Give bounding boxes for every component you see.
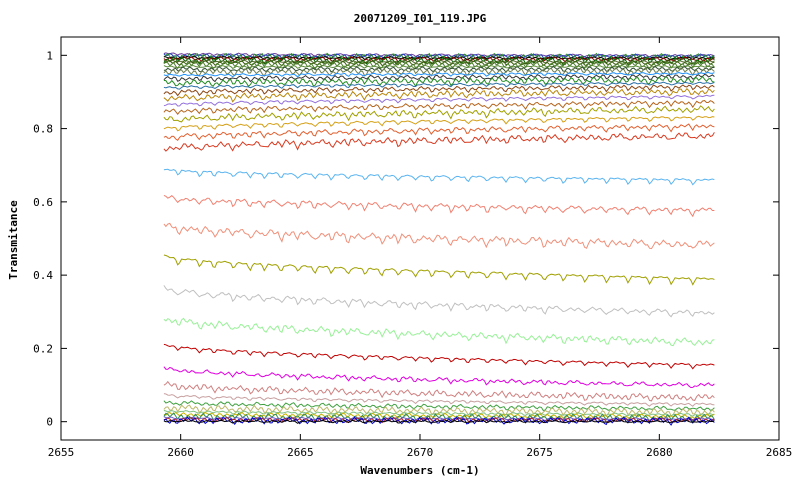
x-tick-label: 2675 <box>526 446 553 459</box>
series-layer <box>163 52 715 426</box>
series-line <box>163 410 715 417</box>
series-line <box>163 64 715 70</box>
series-line <box>163 123 715 142</box>
x-tick-label: 2660 <box>167 446 194 459</box>
series-line <box>163 105 715 123</box>
series-line <box>163 411 715 420</box>
series-line <box>163 416 715 426</box>
series-line <box>163 222 715 250</box>
x-tick-label: 2685 <box>766 446 793 459</box>
series-line <box>163 285 715 318</box>
y-tick-label: 0.6 <box>33 196 53 209</box>
series-line <box>163 66 715 77</box>
series-line <box>163 75 715 88</box>
series-line <box>163 53 715 60</box>
chart-title: 20071209_I01_119.JPG <box>354 12 487 25</box>
x-axis-label: Wavenumbers (cm-1) <box>360 464 479 477</box>
y-tick-label: 0 <box>46 416 53 429</box>
x-tick-label: 2670 <box>407 446 434 459</box>
series-line <box>163 84 715 97</box>
series-line <box>163 343 715 370</box>
series-line <box>163 317 715 347</box>
series-line <box>163 400 715 412</box>
series-line <box>163 100 715 116</box>
series-line <box>163 393 715 407</box>
series-line <box>163 366 715 389</box>
x-tick-label: 2680 <box>646 446 673 459</box>
x-tick-label: 2655 <box>48 446 75 459</box>
series-line <box>163 168 715 186</box>
series-line <box>163 254 715 286</box>
series-line <box>163 65 715 73</box>
series-line <box>163 55 715 63</box>
y-axis-label: Transmitance <box>7 200 20 280</box>
y-tick-label: 1 <box>46 49 53 62</box>
series-line <box>163 94 715 107</box>
series-line <box>163 71 715 78</box>
x-tick-label: 2665 <box>287 446 314 459</box>
series-line <box>163 380 715 402</box>
y-tick-label: 0.2 <box>33 342 53 355</box>
series-line <box>163 81 715 90</box>
tick-layer: 2655 2660 2665 2670 2675 2680 2685 0 0.2 0.4 0.6 0.… <box>33 37 792 459</box>
series-line <box>163 194 715 218</box>
y-tick-label: 0.4 <box>33 269 53 282</box>
series-line <box>163 87 715 103</box>
series-line <box>163 419 715 424</box>
series-line <box>163 73 715 83</box>
series-line <box>163 115 715 132</box>
series-line <box>163 132 715 152</box>
y-tick-label: 0.8 <box>33 123 53 136</box>
